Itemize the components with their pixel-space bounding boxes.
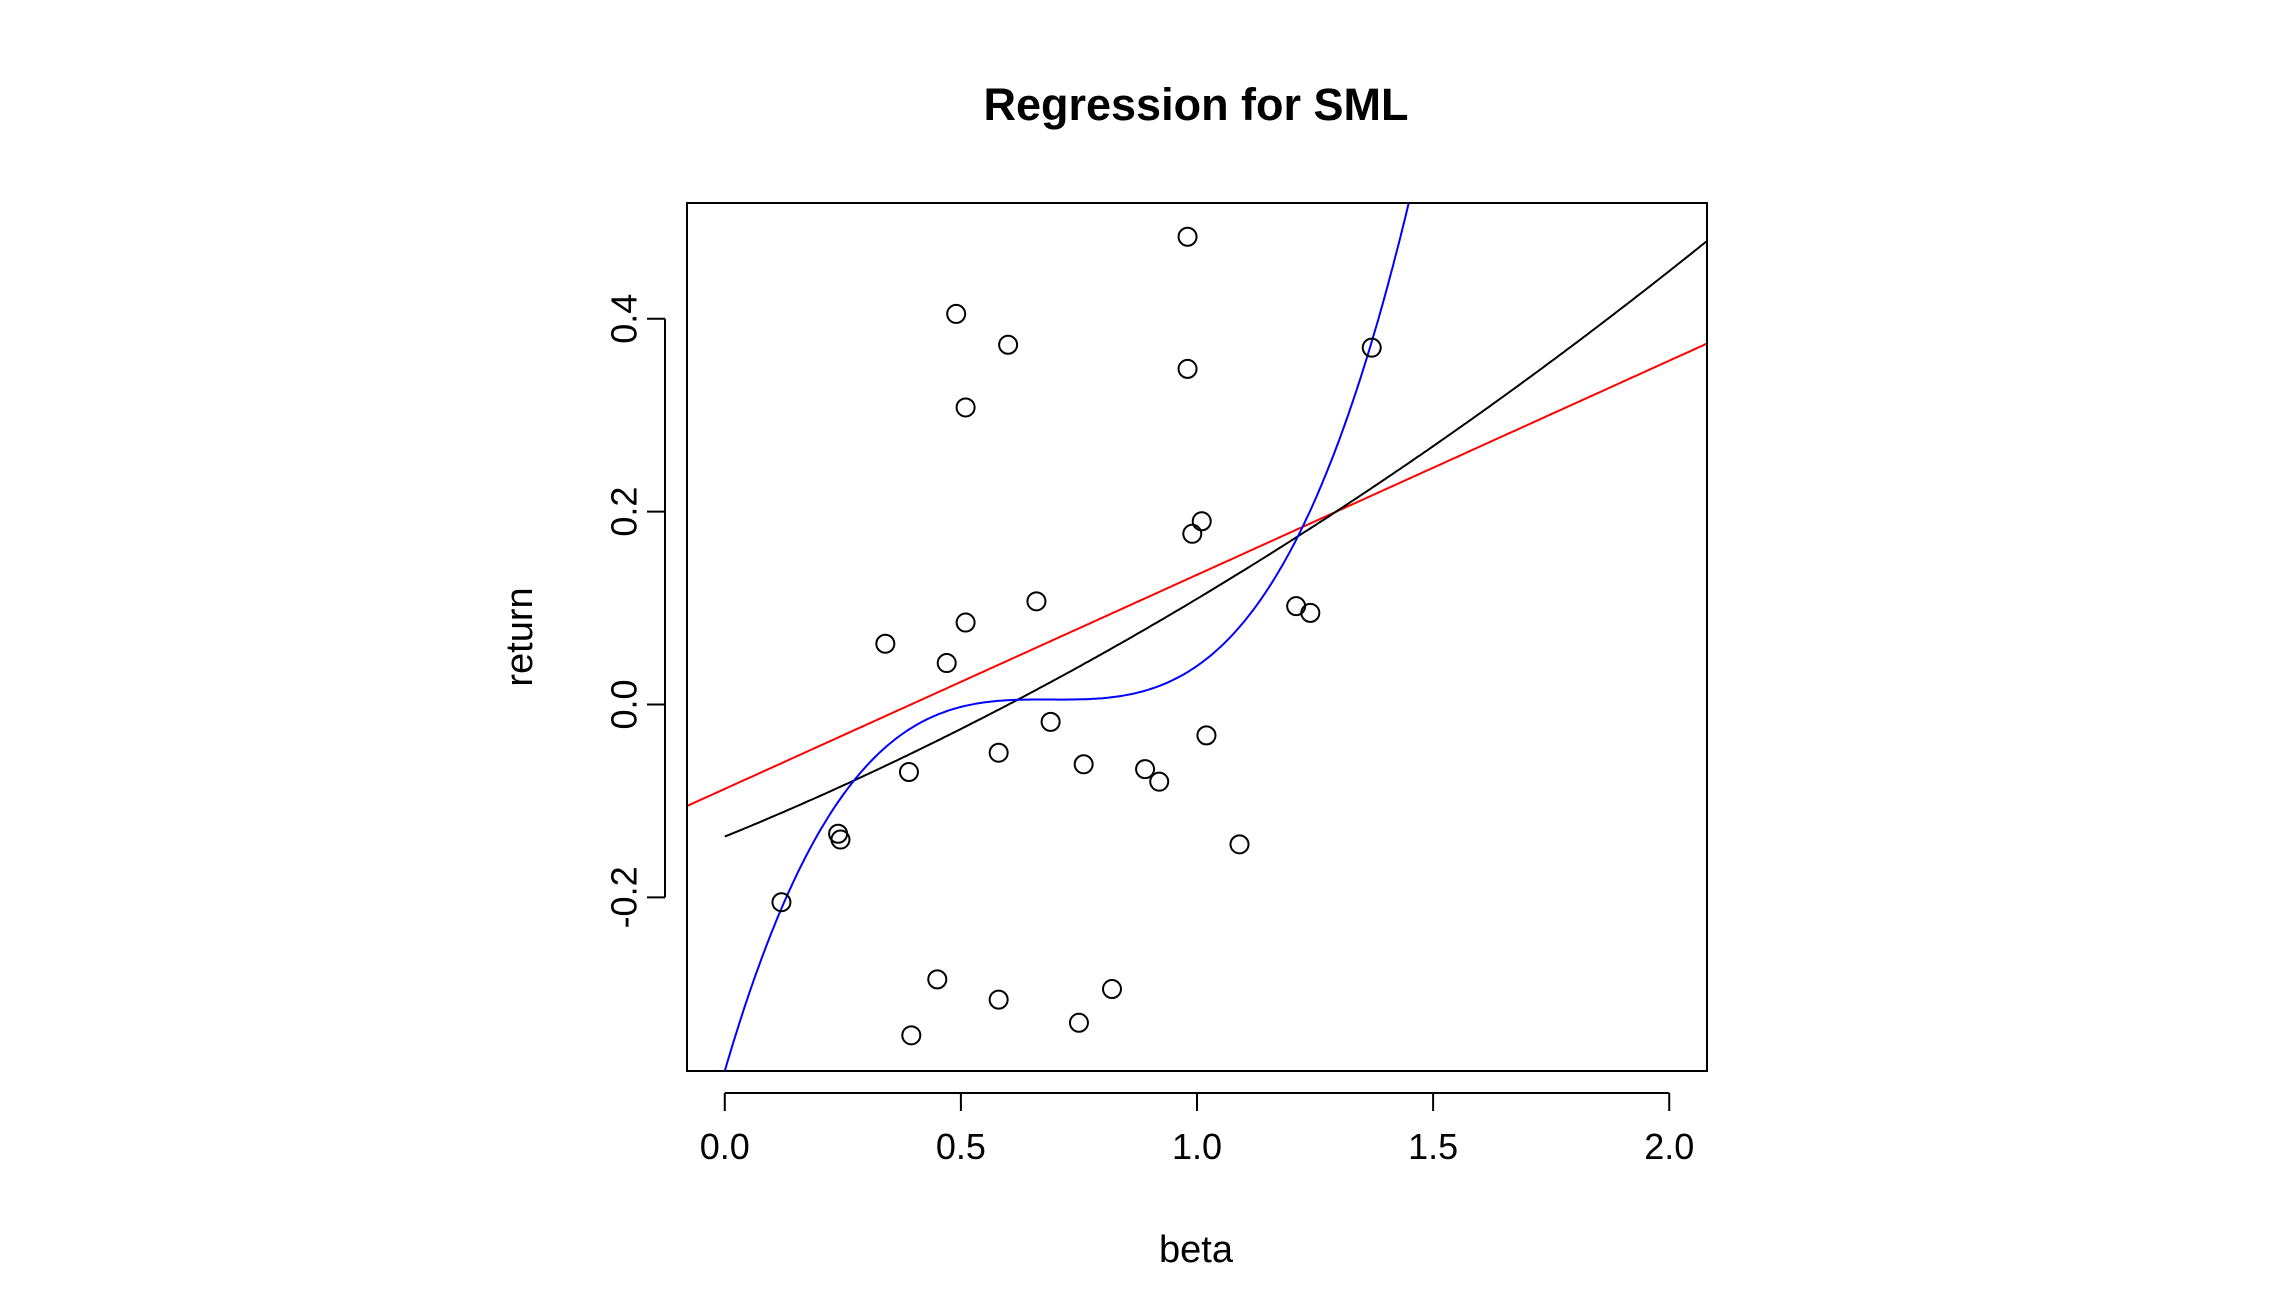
y-tick-label: 0.2 [604, 487, 645, 537]
data-point [1286, 596, 1307, 617]
x-axis-label: beta [1159, 1229, 1234, 1271]
data-point [955, 612, 976, 633]
cubic-fit-line [723, 203, 1410, 1071]
data-point [1068, 1012, 1089, 1033]
data-point [898, 762, 919, 783]
data-point [998, 334, 1019, 355]
x-axis: 0.0 0.5 1.0 1.5 2.0 [700, 1092, 1694, 1167]
y-axis-label: return [499, 587, 541, 686]
data-point [1300, 602, 1321, 623]
data-point [1177, 358, 1198, 379]
y-tick-label: 0.4 [604, 294, 645, 344]
data-point [1229, 834, 1250, 855]
y-tick-label: 0.0 [604, 679, 645, 729]
linear-fit-line [687, 342, 1707, 807]
data-point [830, 829, 851, 850]
x-tick-label: 1.0 [1172, 1126, 1222, 1167]
y-tick-label: -0.2 [604, 866, 645, 928]
x-tick-label: 2.0 [1644, 1126, 1694, 1167]
data-point [946, 303, 967, 324]
data-point [1040, 711, 1061, 732]
data-point [1102, 979, 1122, 1000]
data-point [1073, 754, 1094, 775]
x-tick-label: 0.5 [936, 1126, 986, 1167]
data-point [1191, 511, 1212, 532]
x-tick-label: 1.5 [1408, 1126, 1458, 1167]
plot-frame [686, 202, 1708, 1072]
x-tick-label: 0.0 [700, 1126, 750, 1167]
data-point [1026, 591, 1047, 612]
data-point [988, 989, 1009, 1010]
data-point [771, 892, 792, 913]
data-point [955, 397, 976, 418]
data-point [988, 742, 1009, 763]
plot-area [687, 203, 1707, 1071]
data-point [1149, 771, 1170, 792]
data-point [1177, 226, 1198, 247]
data-point [927, 969, 948, 990]
chart-title: Regression for SML [983, 79, 1408, 130]
data-point [1361, 337, 1382, 358]
data-point [875, 633, 896, 654]
y-axis: -0.2 0.0 0.2 0.4 [604, 294, 666, 928]
data-point [1182, 523, 1203, 544]
data-point [936, 653, 957, 674]
data-point [901, 1025, 922, 1046]
data-point [1196, 725, 1217, 746]
data-point [1135, 759, 1156, 780]
quadratic-fit-line [724, 240, 1707, 838]
